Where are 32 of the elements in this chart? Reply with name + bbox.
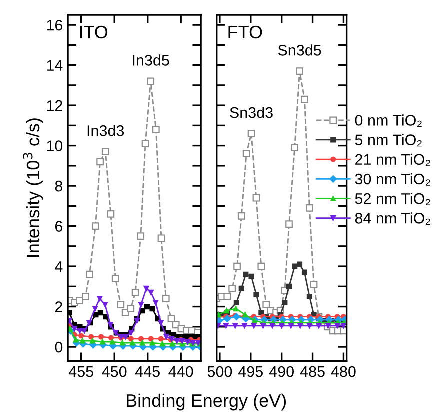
annotation: Sn3d3 <box>230 106 273 118</box>
annotation: FTO <box>228 26 262 39</box>
y-tick-label: 0 <box>55 342 63 353</box>
y-axis-title: Intensity (10$^{3}$ c/s) <box>23 118 44 257</box>
y-tick-label: 16 <box>47 20 63 31</box>
y-tick-label: 2 <box>55 302 62 312</box>
x-tick-label: 485 <box>300 366 325 378</box>
legend-label: 5 nm TiO₂ <box>355 134 422 147</box>
annotation: ITO <box>80 26 108 39</box>
y-tick-label: 6 <box>55 221 63 232</box>
x-tick-label: 480 <box>331 366 356 378</box>
legend-label: 0 nm TiO₂ <box>355 114 422 128</box>
x-tick-label: 490 <box>269 366 294 378</box>
x-tick-label: 455 <box>68 366 94 378</box>
annotation: Sn3d5 <box>278 44 322 56</box>
legend-label: 52 nm TiO₂ <box>355 193 430 206</box>
y-tick-label: 12 <box>47 100 62 112</box>
y-tick-label: 8 <box>55 180 63 192</box>
x-tick-label: 440 <box>168 366 194 378</box>
x-tick-label: 450 <box>102 366 127 378</box>
legend-label: 21 nm TiO₂ <box>356 154 430 166</box>
y-tick-label: 4 <box>55 262 63 272</box>
y-tick-label: 10 <box>47 140 63 152</box>
annotation: In3d5 <box>133 54 170 66</box>
annotation: In3d3 <box>88 125 124 136</box>
y-tick-label: 14 <box>47 60 63 71</box>
legend-label: 30 nm TiO₂ <box>355 173 430 186</box>
x-tick-label: 500 <box>208 366 232 378</box>
x-tick-label: 445 <box>135 366 160 378</box>
x-tick-label: 495 <box>238 366 264 378</box>
x-axis-title: Binding Energy (eV) <box>127 394 286 411</box>
legend-label: 84 nm TiO₂ <box>355 212 430 225</box>
